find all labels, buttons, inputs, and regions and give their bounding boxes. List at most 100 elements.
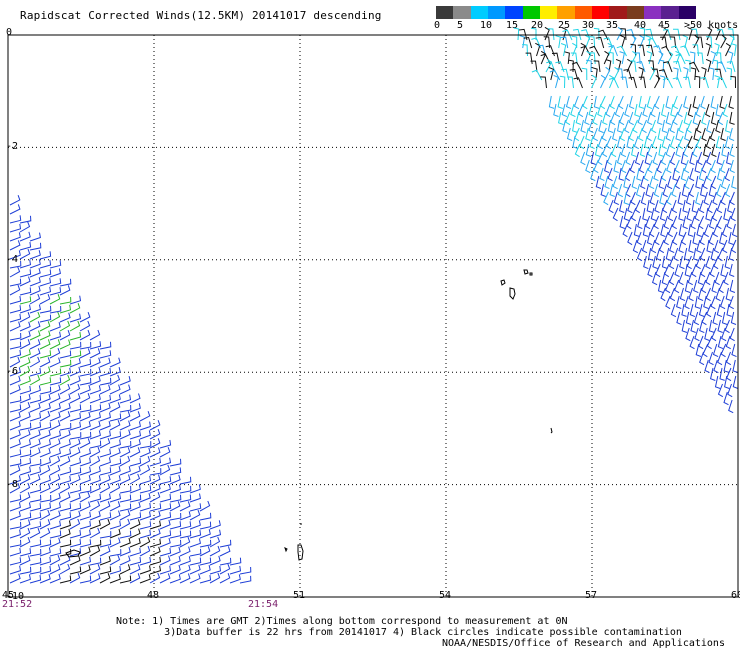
wind-barb-icon [628,95,635,110]
colorbar-swatch [609,6,627,19]
island-icon [523,269,529,275]
wind-barb-icon [695,135,702,150]
wind-barb-icon [703,295,709,309]
wind-barb-icon [531,69,543,81]
wind-barb-icon [619,215,625,229]
wind-barb-icon [567,76,574,89]
wind-barb-icon [39,573,51,584]
wind-barb-icon [89,394,101,404]
wind-barb-icon [59,330,71,341]
wind-barb-icon [673,60,682,73]
wind-barb-icon [715,287,721,302]
wind-barb-icon [720,127,726,141]
wind-barb-icon [79,485,92,494]
wind-barb-icon [149,429,161,440]
wind-barb-icon [632,239,639,254]
wind-barb-icon [645,183,651,198]
wind-barb-icon [726,151,732,165]
wind-barb-icon [525,52,533,65]
wind-barb-icon [724,375,730,389]
wind-barb-icon [69,485,82,494]
wind-barb-icon [618,167,624,181]
wind-barb-icon [119,375,131,386]
wind-barb-icon [726,67,733,81]
wind-barb-icon [687,135,693,150]
wind-barb-icon [658,59,665,73]
wind-barb-icon [59,563,71,575]
wind-barb-icon [19,248,31,260]
wind-barb-icon [29,277,41,287]
wind-barb-icon [631,175,637,190]
wind-barb-icon [79,511,92,521]
wind-barb-icon [69,303,81,314]
wind-barb-icon [69,393,81,404]
wind-barb-icon [592,111,598,126]
wind-barb-icon [655,263,661,278]
wind-barb-icon [89,357,101,368]
wind-barb-icon [669,239,675,254]
wind-barb-icon [653,215,660,230]
wind-barb-icon [119,420,131,431]
wind-barb-icon [59,429,71,440]
wind-barb-icon [690,67,697,81]
wind-barb-icon [638,127,644,142]
wind-barb-icon [169,539,182,548]
wind-barb-icon [59,548,72,557]
wind-barb-icon [712,191,718,206]
wind-barb-icon [49,537,61,548]
wind-barb-icon [149,503,162,512]
wind-barb-icon [662,77,673,89]
wind-barb-icon [695,255,701,270]
wind-barb-icon [678,239,684,254]
wind-barb-icon [713,255,719,270]
wind-barb-icon [139,521,152,530]
wind-barb-icon [689,303,696,318]
wind-barb-icon [19,482,31,494]
wind-barb-icon [648,247,654,261]
wind-barb-icon [609,183,615,197]
wind-barb-icon [9,465,21,476]
wind-barb-icon [209,520,221,530]
longitude-tick-label: 57 [585,590,598,601]
latitude-tick-label: -2 [6,141,19,153]
wind-barb-icon [89,475,101,485]
wind-barb-icon [79,475,91,485]
wind-barb-icon [9,349,22,359]
wind-barb-icon [679,255,685,270]
wind-barb-icon [689,335,695,350]
wind-barb-icon [109,501,121,512]
wind-barb-icon [551,52,560,65]
wind-barb-icon [626,135,632,149]
wind-barb-icon [49,331,62,341]
wind-barb-icon [561,68,570,81]
wind-barb-icon [728,295,734,310]
wind-barb-icon [630,191,636,206]
wind-barb-icon [149,483,161,494]
wind-barb-icon [9,250,21,260]
wind-barb-icon [661,271,668,286]
wind-barb-icon [607,167,613,182]
wind-barb-icon [79,438,91,449]
wind-barb-icon [710,50,717,65]
wind-barb-icon [636,61,646,73]
island-icon [65,549,81,558]
wind-barb-icon [624,167,631,182]
wind-barb-icon [69,412,82,422]
wind-barb-icon [695,191,701,206]
wind-barb-icon [715,119,721,134]
wind-barb-icon [119,510,131,521]
wind-barb-icon [99,394,112,404]
wind-barb-icon [646,127,652,142]
wind-barb-icon [39,475,51,485]
wind-barb-icon [721,143,727,157]
wind-barb-icon [601,127,607,142]
wind-barb-icon [129,465,141,476]
wind-barb-icon [633,135,640,150]
wind-barb-icon [661,103,667,117]
wind-barb-icon [623,175,629,189]
wind-barb-icon [665,247,672,261]
time-left: 21:52 [2,599,33,610]
wind-barb-icon [69,358,81,368]
wind-barb-icon [119,384,131,395]
wind-barb-icon [79,359,92,368]
